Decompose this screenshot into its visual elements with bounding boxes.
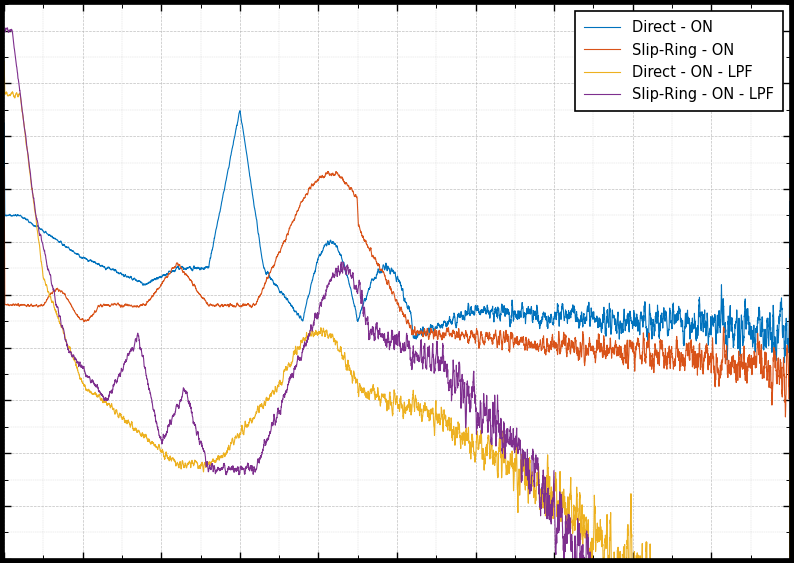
Direct - ON	[142, 280, 152, 287]
Direct - ON - LPF	[0, 58, 9, 65]
Slip-Ring - ON	[142, 298, 152, 305]
Direct - ON	[646, 310, 655, 317]
Slip-Ring - ON - LPF	[300, 339, 310, 346]
Slip-Ring - ON - LPF	[142, 376, 152, 382]
Slip-Ring - ON - LPF	[471, 399, 480, 405]
Slip-Ring - ON	[511, 339, 520, 346]
Slip-Ring - ON	[785, 255, 794, 262]
Direct - ON - LPF	[471, 454, 480, 461]
Slip-Ring - ON - LPF	[511, 446, 520, 453]
Direct - ON	[471, 304, 480, 311]
Direct - ON - LPF	[646, 540, 655, 547]
Slip-Ring - ON	[586, 341, 596, 347]
Slip-Ring - ON - LPF	[0, 27, 9, 34]
Legend: Direct - ON, Slip-Ring - ON, Direct - ON - LPF, Slip-Ring - ON - LPF: Direct - ON, Slip-Ring - ON, Direct - ON…	[575, 11, 783, 111]
Direct - ON	[511, 310, 520, 316]
Slip-Ring - ON - LPF	[2, 24, 12, 31]
Slip-Ring - ON	[471, 340, 480, 347]
Direct - ON - LPF	[511, 464, 520, 471]
Line: Direct - ON - LPF: Direct - ON - LPF	[4, 61, 790, 563]
Slip-Ring - ON	[299, 195, 309, 202]
Direct - ON - LPF	[586, 546, 596, 552]
Slip-Ring - ON	[781, 414, 790, 421]
Line: Direct - ON: Direct - ON	[4, 111, 790, 363]
Slip-Ring - ON	[646, 363, 655, 370]
Direct - ON	[300, 309, 310, 316]
Direct - ON - LPF	[785, 450, 794, 457]
Slip-Ring - ON	[0, 164, 9, 171]
Direct - ON	[780, 359, 789, 366]
Direct - ON - LPF	[142, 435, 152, 442]
Direct - ON	[785, 198, 794, 205]
Direct - ON	[0, 119, 9, 126]
Direct - ON	[586, 318, 596, 324]
Direct - ON - LPF	[299, 338, 309, 345]
Direct - ON	[235, 108, 245, 114]
Line: Slip-Ring - ON: Slip-Ring - ON	[4, 168, 790, 417]
Line: Slip-Ring - ON - LPF: Slip-Ring - ON - LPF	[4, 28, 790, 563]
